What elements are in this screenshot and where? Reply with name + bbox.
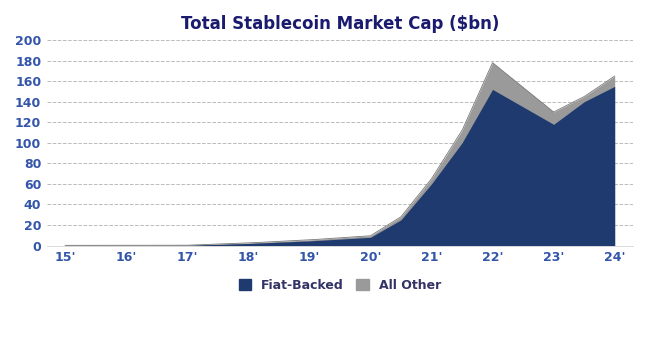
Legend: Fiat-Backed, All Other: Fiat-Backed, All Other xyxy=(234,274,446,297)
Title: Total Stablecoin Market Cap ($bn): Total Stablecoin Market Cap ($bn) xyxy=(181,15,499,33)
